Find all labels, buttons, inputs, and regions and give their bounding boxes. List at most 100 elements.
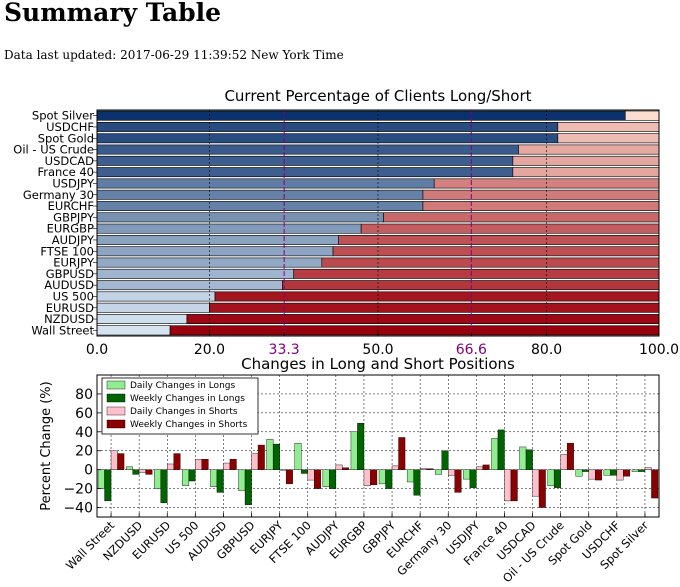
- weekly-longs-bar: [104, 469, 112, 502]
- daily-shorts-bar: [391, 465, 399, 470]
- daily-longs-bar: [266, 439, 274, 470]
- weekly-longs-bar: [610, 469, 618, 476]
- category-label: Spot Silver: [32, 109, 94, 123]
- daily-longs-bar: [435, 469, 442, 475]
- daily-shorts-bar: [504, 469, 512, 502]
- category-label: EURUSD: [46, 301, 94, 315]
- legend-label-daily-longs: Daily Changes in Longs: [130, 381, 235, 391]
- long-bar: [96, 212, 384, 223]
- weekly-shorts-bar: [229, 459, 237, 470]
- daily-shorts-bar: [167, 463, 174, 470]
- category-label: EURCHF: [48, 199, 94, 213]
- long-bar: [96, 302, 210, 313]
- short-bar: [214, 291, 660, 302]
- legend-label-weekly-shorts: Weekly Changes in Shorts: [130, 420, 248, 430]
- daily-longs-bar: [519, 446, 527, 470]
- weekly-shorts-bar: [595, 469, 602, 481]
- legend-label-weekly-longs: Weekly Changes in Longs: [130, 394, 245, 404]
- category-label: FTSE 100: [40, 244, 94, 258]
- daily-shorts-bar: [307, 469, 315, 481]
- changes-chart-title: Changes in Long and Short Positions: [241, 355, 515, 373]
- short-bar: [624, 110, 660, 121]
- daily-longs-bar: [575, 469, 583, 477]
- daily-shorts-bar: [448, 469, 455, 476]
- legend-box: [101, 377, 259, 435]
- daily-shorts-bar: [616, 469, 624, 481]
- weekly-shorts-bar: [370, 469, 378, 486]
- weekly-longs-bar: [357, 423, 365, 470]
- x-tick-label: 100.0: [639, 342, 679, 358]
- x-tick-label: 20.0: [194, 342, 225, 358]
- weekly-longs-bar: [525, 449, 533, 470]
- long-bar: [96, 167, 514, 178]
- y-tick-label: 80: [75, 387, 93, 403]
- weekly-longs-bar: [441, 450, 449, 470]
- weekly-longs-bar: [497, 429, 505, 470]
- daily-longs-bar: [238, 469, 246, 491]
- long-bar: [96, 325, 171, 336]
- weekly-shorts-bar: [454, 469, 462, 493]
- weekly-shorts-bar: [285, 469, 293, 485]
- long-bar: [96, 223, 362, 234]
- category-label: Germany 30: [23, 188, 94, 202]
- short-bar: [518, 144, 660, 155]
- long-bar: [96, 235, 339, 245]
- daily-shorts-bar: [532, 469, 540, 497]
- weekly-longs-bar: [160, 469, 168, 503]
- y-tick-label: −20: [63, 482, 93, 498]
- weekly-longs-bar: [244, 469, 252, 505]
- short-bar: [332, 246, 660, 257]
- daily-shorts-bar: [138, 469, 146, 473]
- short-bar: [360, 223, 660, 234]
- daily-longs-bar: [125, 466, 133, 470]
- daily-shorts-bar: [644, 467, 652, 470]
- short-bar: [169, 325, 660, 336]
- weekly-shorts-bar: [510, 469, 518, 502]
- weekly-longs-bar: [553, 469, 561, 488]
- short-bar: [293, 268, 660, 279]
- long-bar: [96, 268, 294, 279]
- category-label: AUDUSD: [44, 278, 94, 292]
- long-bar: [96, 110, 626, 121]
- changes-plot-frame: [96, 374, 660, 518]
- daily-longs-bar: [182, 469, 190, 486]
- category-label: AUDJPY: [52, 233, 95, 247]
- weekly-shorts-bar: [398, 437, 406, 470]
- weekly-longs-bar: [413, 469, 421, 496]
- short-bar: [209, 302, 660, 313]
- long-bar: [96, 189, 424, 200]
- y-tick-label: 0: [84, 463, 93, 479]
- daily-shorts-bar: [560, 454, 568, 470]
- weekly-longs-bar: [216, 469, 224, 493]
- weekly-shorts-bar: [342, 467, 350, 470]
- y-tick-label: 40: [75, 425, 93, 441]
- x-tick-label: 80.0: [531, 342, 562, 358]
- daily-longs-bar: [154, 469, 161, 489]
- daily-shorts-bar: [335, 464, 343, 470]
- legend-swatch-weekly-shorts: [106, 419, 126, 429]
- daily-shorts-bar: [110, 450, 118, 470]
- long-short-x-ticks: 0.0 20.0 33.3 50.0 66.6 80.0 100.0: [86, 332, 679, 358]
- legend-swatch-weekly-longs: [106, 393, 126, 403]
- daily-shorts-bar: [251, 453, 259, 470]
- legend-label-daily-shorts: Daily Changes in Shorts: [130, 407, 238, 417]
- weekly-shorts-bar: [426, 468, 434, 470]
- weekly-shorts-bar: [566, 442, 574, 470]
- long-bar: [96, 291, 216, 302]
- changes-y-axis-label: Percent Change (%): [39, 381, 54, 510]
- long-bar: [96, 122, 559, 132]
- daily-shorts-bar: [279, 469, 287, 471]
- weekly-shorts-bar: [482, 464, 490, 470]
- daily-longs-bar: [210, 469, 218, 487]
- last-updated-text: Data last updated: 2017-06-29 11:39:52 N…: [4, 48, 344, 62]
- daily-longs-bar: [406, 469, 414, 483]
- category-label: Spot Gold: [38, 131, 94, 145]
- x-tick-label: 33.3: [269, 342, 300, 358]
- long-bar: [96, 144, 519, 155]
- daily-shorts-bar: [476, 466, 484, 470]
- short-bar: [557, 122, 660, 132]
- long-bar: [96, 178, 435, 189]
